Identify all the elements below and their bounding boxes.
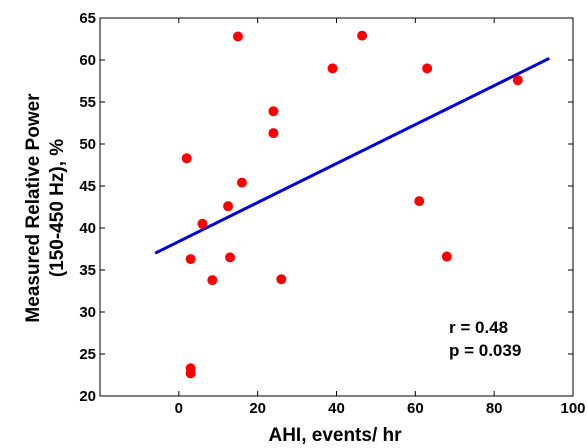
y-tick-label: 60	[79, 52, 96, 69]
x-tick-label: 40	[328, 400, 345, 417]
regression-line	[154, 56, 551, 255]
data-point	[197, 218, 208, 229]
data-point	[223, 201, 234, 212]
data-point	[236, 177, 247, 188]
data-point	[441, 251, 452, 262]
x-tick-label: 80	[486, 400, 503, 417]
data-point	[207, 275, 218, 286]
y-axis-title: Measured Relative Power (150-450 Hz), %	[23, 93, 68, 323]
y-tick-label: 35	[79, 262, 96, 279]
x-tick-label: 0	[175, 400, 183, 417]
plot-frame	[99, 17, 574, 397]
y-axis-title-line-2: (150-450 Hz), %	[47, 139, 68, 277]
data-point	[181, 153, 192, 164]
y-tick-label: 25	[79, 346, 96, 363]
data-point	[327, 63, 338, 74]
correlation-annotation: r = 0.48	[449, 318, 508, 337]
x-tick-label: 20	[249, 400, 266, 417]
data-point	[512, 75, 523, 86]
data-point	[414, 196, 425, 207]
y-tick-label: 45	[79, 178, 96, 195]
data-point	[422, 63, 433, 74]
y-tick-label: 65	[79, 10, 96, 27]
y-tick-label: 55	[79, 94, 96, 111]
y-tick-label: 50	[79, 136, 96, 153]
data-point	[357, 30, 368, 41]
data-point	[225, 252, 236, 263]
data-point	[185, 254, 196, 265]
y-axis-title-line-1: Measured Relative Power	[23, 93, 44, 323]
y-tick-label: 40	[79, 220, 96, 237]
data-point	[232, 31, 243, 42]
data-point	[276, 274, 287, 285]
x-tick-label: 60	[407, 400, 424, 417]
plot-area: 0 20 40 60 80 100 20 25 30 35 40 45 50 55 60 65	[79, 10, 585, 417]
data-point	[268, 106, 279, 117]
data-point	[268, 128, 279, 139]
p-value-annotation: p = 0.039	[449, 341, 521, 360]
x-tick-label: 100	[560, 400, 585, 417]
y-tick-label: 30	[79, 304, 96, 321]
y-tick-label: 20	[79, 388, 96, 405]
data-point	[185, 368, 196, 379]
x-axis-title: AHI, events/ hr	[268, 425, 402, 446]
